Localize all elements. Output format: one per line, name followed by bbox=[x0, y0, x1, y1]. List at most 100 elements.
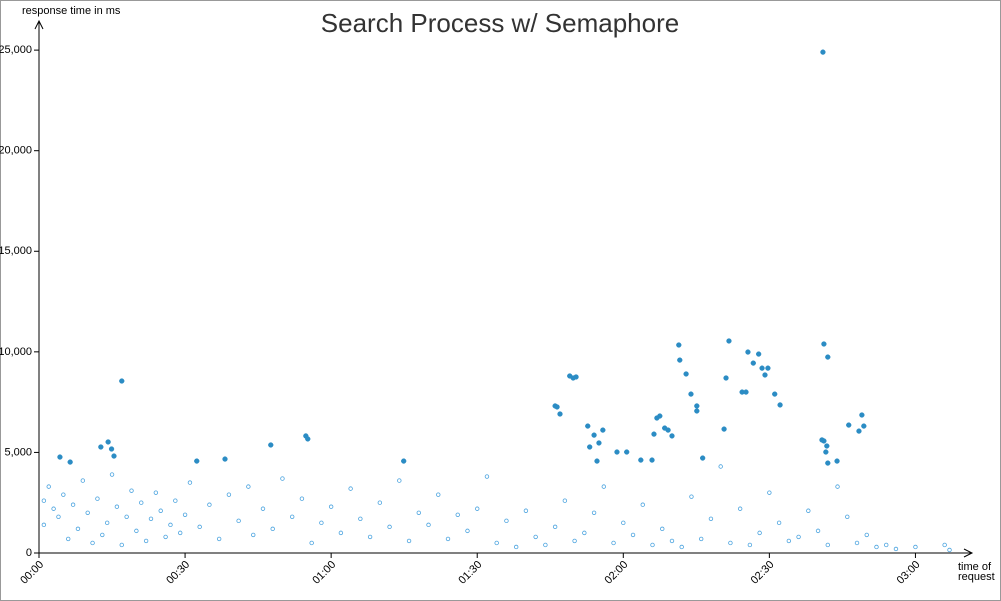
data-point bbox=[51, 506, 56, 511]
data-point bbox=[513, 544, 519, 550]
data-point bbox=[401, 458, 407, 464]
data-point bbox=[757, 530, 762, 536]
data-point bbox=[168, 522, 173, 528]
data-point bbox=[305, 436, 311, 442]
data-point bbox=[665, 427, 671, 433]
data-point bbox=[41, 498, 47, 503]
data-point bbox=[134, 528, 139, 534]
data-point bbox=[762, 372, 768, 378]
data-point bbox=[676, 342, 682, 348]
data-point bbox=[600, 427, 606, 433]
data-point bbox=[772, 391, 778, 397]
data-point bbox=[823, 449, 829, 455]
data-point bbox=[119, 378, 125, 384]
data-point bbox=[465, 528, 470, 534]
data-point bbox=[700, 455, 706, 461]
data-point bbox=[596, 440, 602, 446]
data-point bbox=[187, 480, 193, 485]
data-point bbox=[587, 444, 593, 450]
data-point bbox=[246, 484, 251, 489]
data-point bbox=[651, 431, 657, 437]
data-point bbox=[557, 411, 563, 417]
data-point bbox=[884, 542, 889, 548]
data-point bbox=[856, 428, 862, 434]
data-point bbox=[582, 530, 587, 536]
data-point bbox=[124, 514, 129, 519]
data-point bbox=[638, 457, 644, 463]
data-point bbox=[893, 546, 899, 552]
data-point bbox=[825, 542, 830, 548]
y-axis-arrow bbox=[34, 19, 44, 30]
data-point bbox=[723, 375, 729, 381]
data-point bbox=[552, 524, 558, 530]
data-point bbox=[445, 536, 451, 542]
data-point bbox=[504, 518, 509, 524]
data-point bbox=[178, 530, 183, 536]
data-point bbox=[57, 454, 63, 460]
data-point bbox=[397, 478, 402, 483]
data-point bbox=[109, 472, 115, 477]
data-point bbox=[105, 439, 111, 445]
data-point bbox=[98, 444, 104, 450]
x-axis-label: time of bbox=[958, 561, 992, 573]
data-point bbox=[494, 540, 499, 546]
data-point bbox=[786, 538, 792, 544]
data-point bbox=[677, 357, 683, 363]
data-point bbox=[367, 534, 373, 540]
data-point bbox=[358, 516, 363, 522]
data-point bbox=[270, 526, 275, 532]
data-point bbox=[718, 464, 723, 469]
data-point bbox=[846, 422, 852, 428]
data-point bbox=[533, 534, 538, 540]
data-point bbox=[591, 432, 597, 438]
data-point bbox=[864, 532, 869, 538]
data-point bbox=[820, 49, 826, 55]
data-point bbox=[821, 341, 827, 347]
data-point bbox=[95, 496, 100, 501]
data-point bbox=[268, 442, 274, 448]
data-point bbox=[67, 459, 73, 465]
data-point bbox=[721, 426, 727, 432]
data-point bbox=[649, 457, 655, 463]
data-point bbox=[698, 536, 704, 542]
data-point bbox=[416, 510, 421, 515]
data-point bbox=[767, 490, 772, 495]
data-point bbox=[859, 412, 865, 418]
data-point bbox=[299, 496, 305, 501]
data-point bbox=[669, 538, 675, 544]
data-point bbox=[455, 512, 460, 517]
data-point bbox=[640, 502, 645, 507]
data-point bbox=[236, 518, 241, 524]
data-point bbox=[835, 484, 840, 489]
data-point bbox=[825, 460, 831, 466]
y-tick-label: 0 bbox=[26, 547, 32, 559]
data-point bbox=[194, 458, 200, 464]
y-tick-label: 10,000 bbox=[0, 346, 32, 358]
data-point bbox=[688, 391, 694, 397]
data-point bbox=[621, 520, 626, 526]
data-point bbox=[163, 534, 168, 540]
data-point bbox=[874, 544, 879, 550]
data-point bbox=[572, 538, 577, 544]
x-axis-label: request bbox=[958, 571, 995, 583]
data-point bbox=[173, 498, 178, 503]
data-point bbox=[554, 404, 560, 410]
data-point bbox=[70, 502, 76, 507]
data-point bbox=[815, 528, 821, 534]
chart-title: Search Process w/ Semaphore bbox=[321, 8, 679, 38]
data-point bbox=[573, 374, 579, 380]
data-point bbox=[197, 524, 202, 530]
data-point bbox=[319, 520, 324, 526]
data-point bbox=[694, 408, 700, 414]
data-point bbox=[728, 540, 733, 546]
data-point bbox=[726, 338, 732, 344]
data-point bbox=[562, 498, 568, 503]
data-point bbox=[624, 449, 630, 455]
data-point bbox=[683, 371, 689, 377]
data-point bbox=[660, 526, 665, 532]
data-point bbox=[216, 536, 222, 542]
data-point bbox=[114, 504, 120, 509]
data-point bbox=[348, 486, 353, 491]
